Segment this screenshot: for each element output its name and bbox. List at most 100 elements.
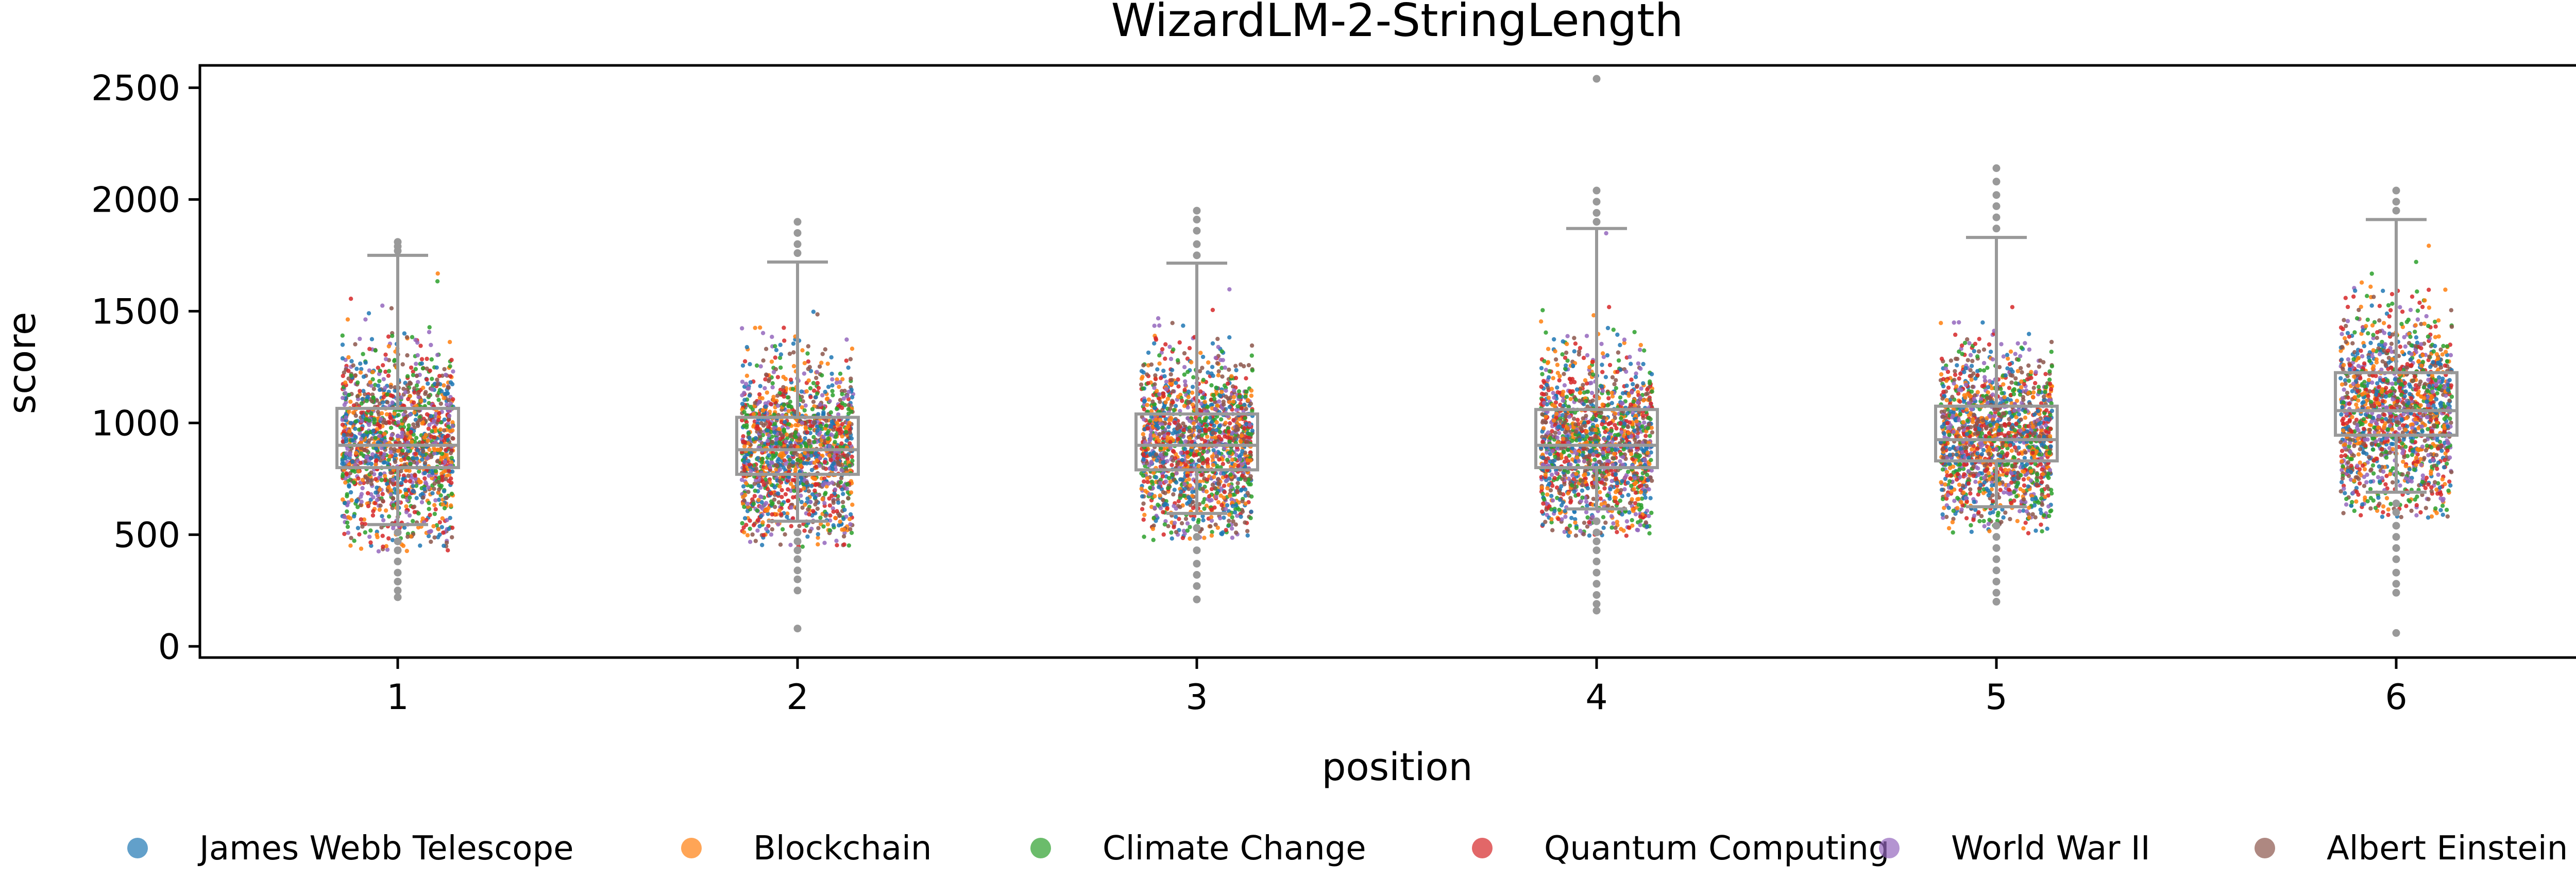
strip-point: [451, 397, 455, 402]
strip-point: [775, 393, 780, 398]
strip-point: [449, 491, 454, 496]
strip-point: [1553, 349, 1557, 354]
strip-point: [828, 424, 834, 429]
strip-point: [415, 353, 420, 358]
strip-point: [822, 541, 827, 545]
strip-point: [422, 487, 427, 492]
strip-point: [786, 487, 790, 492]
strip-point: [386, 485, 391, 490]
strip-point: [1202, 439, 1208, 443]
strip-point: [353, 342, 358, 347]
strip-point: [805, 351, 810, 356]
strip-point: [1182, 404, 1187, 408]
strip-point: [847, 421, 852, 425]
strip-point: [349, 373, 353, 378]
strip-point: [373, 436, 378, 440]
strip-point: [1158, 506, 1163, 511]
strip-point: [759, 495, 764, 499]
strip-point: [1242, 426, 1247, 431]
strip-point: [742, 359, 748, 364]
strip-point: [1232, 436, 1237, 441]
strip-point: [747, 393, 752, 398]
strip-point: [844, 486, 849, 491]
strip-point: [1228, 472, 1233, 477]
strip-point: [1167, 344, 1172, 349]
strip-point: [1145, 403, 1149, 407]
strip-point: [359, 499, 364, 504]
strip-point: [1216, 500, 1221, 505]
strip-point: [438, 493, 443, 498]
strip-point: [373, 348, 378, 353]
strip-point: [443, 447, 448, 453]
strip-point: [1152, 386, 1157, 390]
strip-point: [1230, 457, 1235, 462]
strip-point: [361, 374, 366, 379]
strip-point: [434, 411, 438, 416]
strip-point: [1230, 536, 1235, 540]
strip-point: [448, 515, 452, 521]
strip-point: [358, 460, 363, 465]
strip-point: [1222, 471, 1226, 476]
strip-point: [1610, 375, 1615, 379]
strip-point: [348, 400, 353, 404]
strip-point: [848, 517, 852, 522]
strip-point: [426, 438, 430, 443]
strip-point: [396, 434, 400, 438]
strip-point: [1158, 376, 1163, 381]
strip-point: [363, 392, 367, 396]
strip-point: [763, 377, 768, 382]
strip-point: [836, 501, 841, 505]
strip-point: [442, 367, 447, 372]
strip-point: [779, 502, 785, 507]
strip-point: [753, 401, 757, 405]
strip-point: [447, 340, 452, 344]
strip-point: [1249, 393, 1254, 398]
strip-point: [416, 391, 420, 396]
strip-point: [1223, 434, 1227, 439]
strip-point: [1210, 341, 1215, 346]
strip-point: [1233, 364, 1238, 368]
strip-point: [372, 420, 377, 425]
strip-point: [396, 412, 401, 417]
strip-point: [761, 533, 766, 538]
strip-point: [1215, 337, 1220, 341]
strip-point: [1160, 347, 1165, 352]
strip-point: [341, 497, 345, 502]
strip-point: [770, 385, 775, 390]
strip-point: [818, 402, 822, 407]
strip-point: [1162, 404, 1166, 409]
strip-point: [1213, 355, 1218, 360]
strip-point: [1182, 487, 1188, 491]
strip-point: [770, 527, 775, 532]
strip-point: [1207, 426, 1212, 432]
strip-point: [435, 377, 439, 382]
strip-point: [369, 461, 374, 467]
strip-point: [391, 526, 396, 530]
strip-point: [436, 479, 441, 485]
strip-point: [1183, 379, 1188, 384]
strip-point: [740, 379, 745, 384]
strip-point: [342, 514, 347, 520]
strip-point: [751, 412, 756, 417]
strip-point: [753, 539, 758, 543]
strip-point: [1196, 435, 1201, 439]
strip-point: [1204, 416, 1209, 420]
strip-point: [775, 403, 781, 408]
strip-point: [783, 532, 787, 537]
strip-point: [409, 534, 413, 539]
strip-point: [1232, 388, 1236, 393]
strip-point: [413, 473, 417, 478]
strip-point: [355, 526, 361, 530]
strip-point: [411, 489, 415, 493]
strip-point: [1150, 526, 1156, 531]
strip-point: [757, 400, 762, 404]
strip-point: [1601, 515, 1606, 520]
strip-point: [402, 457, 407, 461]
strip-point: [405, 534, 410, 539]
strip-point: [340, 356, 345, 361]
strip-point: [408, 479, 412, 484]
strip-point: [838, 371, 843, 376]
strip-point: [1571, 417, 1577, 421]
strip-point: [778, 442, 783, 446]
strip-point: [449, 503, 453, 508]
